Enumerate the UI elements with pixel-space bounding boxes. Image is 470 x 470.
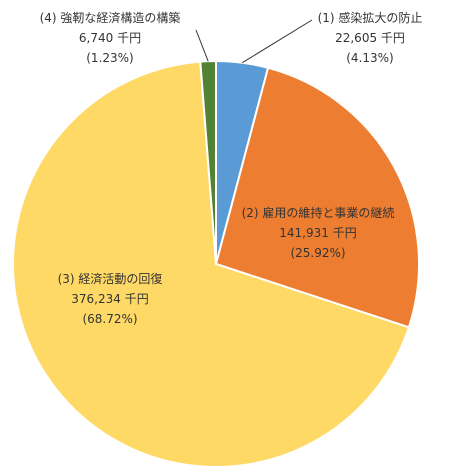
leader-line (241, 19, 313, 64)
pie-slice (214, 66, 420, 329)
pie-slice (199, 59, 217, 265)
slice-label-name: (3) 経済活動の回復 (58, 271, 163, 286)
slice-label-percent: (68.72%) (82, 312, 137, 326)
leader-lines (195, 19, 313, 64)
slice-label-percent: (25.92%) (290, 246, 345, 260)
slice-label-name: (2) 雇用の維持と事業の継続 (242, 205, 395, 220)
pie-slice (12, 60, 411, 468)
slice-label-value: 376,234 千円 (71, 292, 148, 306)
leader-line (195, 29, 209, 62)
slice-label-name: (4) 強靭な経済構造の構築 (40, 10, 181, 25)
slice-label-percent: (4.13%) (346, 51, 393, 65)
slice-label-name: (1) 感染拡大の防止 (318, 10, 423, 25)
slice-label-percent: (1.23%) (86, 51, 133, 65)
slice-label-value: 6,740 千円 (79, 31, 141, 45)
pie-slices (12, 59, 420, 468)
slice-label-value: 141,931 千円 (279, 226, 356, 240)
slice-label-value: 22,605 千円 (335, 31, 405, 45)
